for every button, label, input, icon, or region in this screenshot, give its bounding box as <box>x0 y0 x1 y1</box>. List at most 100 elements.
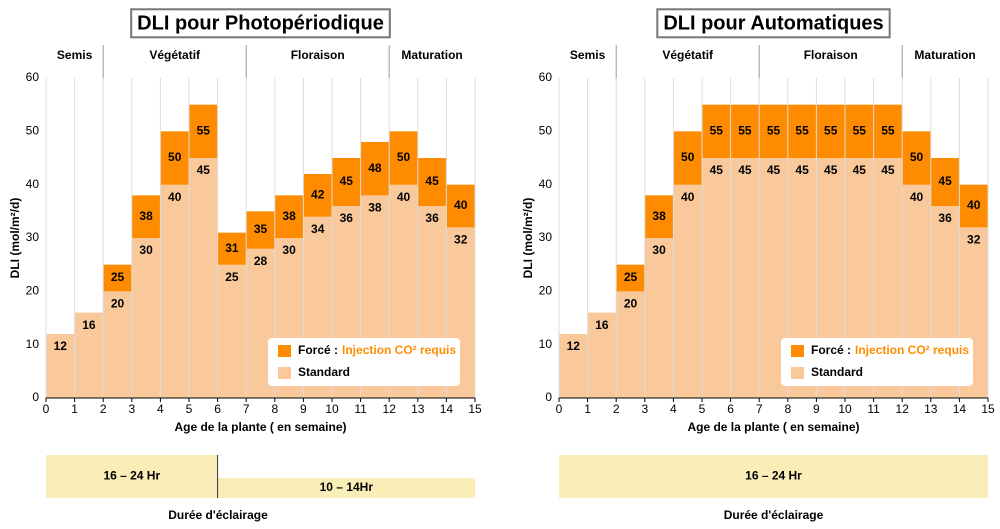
x-tick-label: 10 <box>838 402 852 416</box>
y-tick-label: 60 <box>26 70 40 84</box>
phase-label: Maturation <box>401 48 462 62</box>
value-label: 45 <box>824 163 838 177</box>
x-tick-label: 5 <box>186 402 193 416</box>
value-label: 55 <box>853 124 867 138</box>
value-label: 55 <box>738 124 752 138</box>
lighting-bar <box>217 478 475 498</box>
value-label: 50 <box>397 150 411 164</box>
value-label: 45 <box>938 174 952 188</box>
bar <box>559 334 588 398</box>
legend-label: Forcé : Injection CO² requis <box>811 343 969 357</box>
value-label: 55 <box>795 124 809 138</box>
value-label: 34 <box>311 222 325 236</box>
value-label: 38 <box>282 209 296 223</box>
y-tick-label: 40 <box>26 177 40 191</box>
phase-label: Semis <box>570 48 606 62</box>
legend-name: Forcé : <box>811 343 851 357</box>
y-tick-label: 30 <box>26 230 40 244</box>
legend-swatch <box>278 345 291 357</box>
legend-swatch <box>278 367 291 379</box>
bar <box>189 158 218 398</box>
value-label: 55 <box>767 124 781 138</box>
legend-name: Standard <box>811 365 863 379</box>
value-label: 25 <box>225 270 239 284</box>
value-label: 36 <box>340 211 354 225</box>
value-label: 40 <box>168 190 182 204</box>
phase-label: Floraison <box>804 48 858 62</box>
value-label: 16 <box>595 318 609 332</box>
x-tick-label: 7 <box>756 402 763 416</box>
value-label: 20 <box>111 297 125 311</box>
value-label: 16 <box>82 318 96 332</box>
y-tick-label: 50 <box>539 124 553 138</box>
x-tick-label: 4 <box>670 402 677 416</box>
value-label: 36 <box>938 211 952 225</box>
bar <box>46 334 75 398</box>
bar <box>673 184 702 398</box>
x-tick-label: 10 <box>325 402 339 416</box>
x-tick-label: 13 <box>924 402 938 416</box>
phase-label: Végétatif <box>149 48 201 62</box>
x-tick-label: 2 <box>100 402 107 416</box>
value-label: 30 <box>282 243 296 257</box>
value-label: 35 <box>254 222 268 236</box>
x-tick-label: 8 <box>271 402 278 416</box>
x-tick-label: 9 <box>813 402 820 416</box>
value-label: 45 <box>881 163 895 177</box>
x-tick-label: 11 <box>867 402 880 416</box>
value-label: 45 <box>425 174 439 188</box>
legend-label: Standard <box>298 365 350 379</box>
y-tick-label: 20 <box>26 284 40 298</box>
value-label: 32 <box>454 233 468 247</box>
x-tick-label: 5 <box>699 402 706 416</box>
x-tick-label: 6 <box>727 402 734 416</box>
value-label: 38 <box>368 201 382 215</box>
phase-label: Floraison <box>291 48 345 62</box>
value-label: 42 <box>311 188 325 202</box>
value-label: 31 <box>225 241 239 255</box>
value-label: 45 <box>197 163 211 177</box>
x-tick-label: 2 <box>613 402 620 416</box>
phase-label: Maturation <box>914 48 975 62</box>
value-label: 45 <box>738 163 752 177</box>
y-tick-label: 40 <box>539 177 553 191</box>
x-tick-label: 1 <box>584 402 591 416</box>
bar <box>702 158 731 398</box>
value-label: 38 <box>139 209 153 223</box>
bar <box>74 312 104 398</box>
y-tick-label: 50 <box>26 124 40 138</box>
y-tick-label: 30 <box>539 230 553 244</box>
title-box <box>130 8 391 39</box>
y-tick-label: 0 <box>32 390 39 404</box>
value-label: 40 <box>397 190 411 204</box>
value-label: 12 <box>54 339 68 353</box>
value-label: 45 <box>340 174 354 188</box>
legend-name: Standard <box>298 365 350 379</box>
legend-note: Injection CO² requis <box>855 343 969 357</box>
value-label: 50 <box>910 150 924 164</box>
x-tick-label: 12 <box>383 402 397 416</box>
x-tick-label: 12 <box>896 402 910 416</box>
x-tick-label: 8 <box>784 402 791 416</box>
x-tick-label: 4 <box>157 402 164 416</box>
x-axis-label: Age de la plante ( en semaine) <box>174 420 346 434</box>
phase-label: Semis <box>57 48 93 62</box>
value-label: 40 <box>910 190 924 204</box>
value-label: 45 <box>710 163 724 177</box>
x-tick-label: 3 <box>128 402 135 416</box>
y-tick-label: 60 <box>539 70 553 84</box>
value-label: 36 <box>425 211 439 225</box>
y-axis-label: DLI (mol/m²/d) <box>8 198 22 279</box>
bar <box>160 184 189 398</box>
y-axis-label: DLI (mol/m²/d) <box>521 198 535 279</box>
legend-box <box>268 338 460 386</box>
value-label: 45 <box>767 163 781 177</box>
x-tick-label: 0 <box>43 402 50 416</box>
x-axis-label: Age de la plante ( en semaine) <box>687 420 859 434</box>
value-label: 25 <box>111 270 125 284</box>
legend-swatch <box>791 367 804 379</box>
value-label: 40 <box>681 190 695 204</box>
y-tick-label: 20 <box>539 284 553 298</box>
bar <box>587 312 617 398</box>
